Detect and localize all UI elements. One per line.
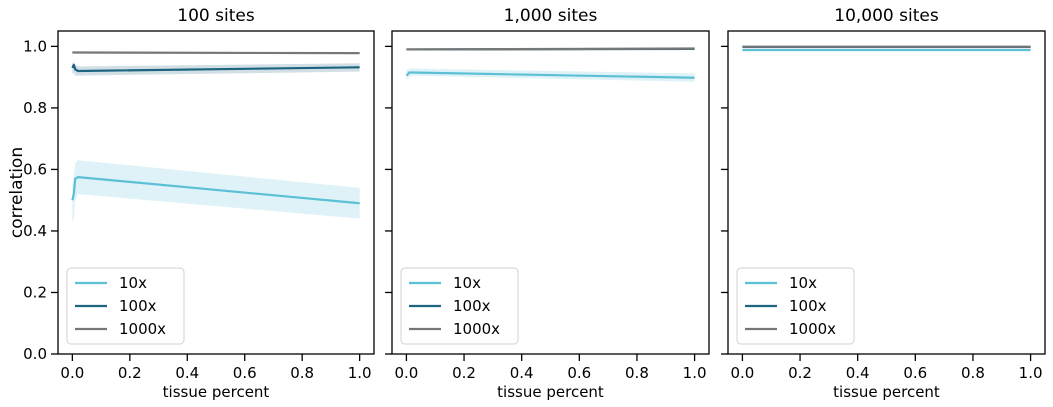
x-tick-label: 0.8 [290,364,314,382]
x-tick-label: 0.6 [567,364,591,382]
axes-frame [57,30,375,355]
panel-3: 0.0 0.2 0.4 0.6 0.8 1.0 10,000 sites tissue per… [721,6,1046,401]
legend-label: 10x [453,274,481,292]
panel-title: 100 sites [177,6,255,26]
x-tick-label: 0.6 [903,364,927,382]
x-tick-label: 0.8 [625,364,649,382]
x-axis-label: tissue percent [833,383,940,401]
y-tick-label: 0.8 [23,99,47,117]
x-tick-label: 0.4 [175,364,199,382]
legend-label: 100x [789,297,827,315]
x-tick-label: 1.0 [348,364,372,382]
legend-label: 1000x [119,320,166,338]
legend-label: 100x [453,297,491,315]
legend-label: 1000x [789,320,836,338]
series-line-100x [71,63,360,73]
y-tick-label: 1.0 [23,37,47,55]
panel-2: 0.0 0.2 0.4 0.6 0.8 1.0 1,000 sites tissue perc… [385,6,710,401]
legend: 10x 100x 1000x [400,267,519,345]
panel-title: 1,000 sites [504,6,598,26]
x-tick-label: 0.0 [60,364,84,382]
axes-frame [391,30,710,355]
y-tick-label: 0.0 [23,345,47,363]
legend-label: 10x [789,274,817,292]
y-tick-label: 0.2 [23,283,47,301]
x-tick-label: 1.0 [1019,364,1043,382]
legend-frame [66,267,185,345]
y-tick-label: 0.4 [23,222,47,240]
legend-frame [400,267,519,345]
legend-label: 1000x [453,320,500,338]
panel-title: 10,000 sites [834,6,939,26]
legend: 10x 100x 1000x [736,267,855,345]
x-tick-label: 1.0 [683,364,707,382]
panel-1: 0.0 0.2 0.4 0.6 0.8 1.0 0.0 0.2 0.4 0.6 0.8 1.0 100 … [7,6,375,401]
legend-frame [736,267,855,345]
series-line-1000x [72,51,360,55]
series-line-10x [405,71,695,79]
x-tick-label: 0.8 [961,364,985,382]
legend-label: 10x [119,274,147,292]
series-line-10x [71,176,360,205]
x-tick-label: 0.4 [510,364,534,382]
legend: 10x 100x 1000x [66,267,185,345]
x-tick-label: 0.2 [118,364,142,382]
y-axis-label: correlation [7,147,27,238]
x-tick-label: 0.0 [394,364,418,382]
x-axis-label: tissue percent [497,383,604,401]
x-tick-label: 0.4 [846,364,870,382]
y-tick-label: 0.6 [23,160,47,178]
legend-label: 100x [119,297,157,315]
series-line-1000x [406,47,695,51]
x-axis-label: tissue percent [163,383,270,401]
x-tick-label: 0.2 [452,364,476,382]
x-tick-label: 0.2 [788,364,812,382]
axes-frame [727,30,1046,355]
x-tick-label: 0.6 [233,364,257,382]
x-tick-label: 0.0 [730,364,754,382]
